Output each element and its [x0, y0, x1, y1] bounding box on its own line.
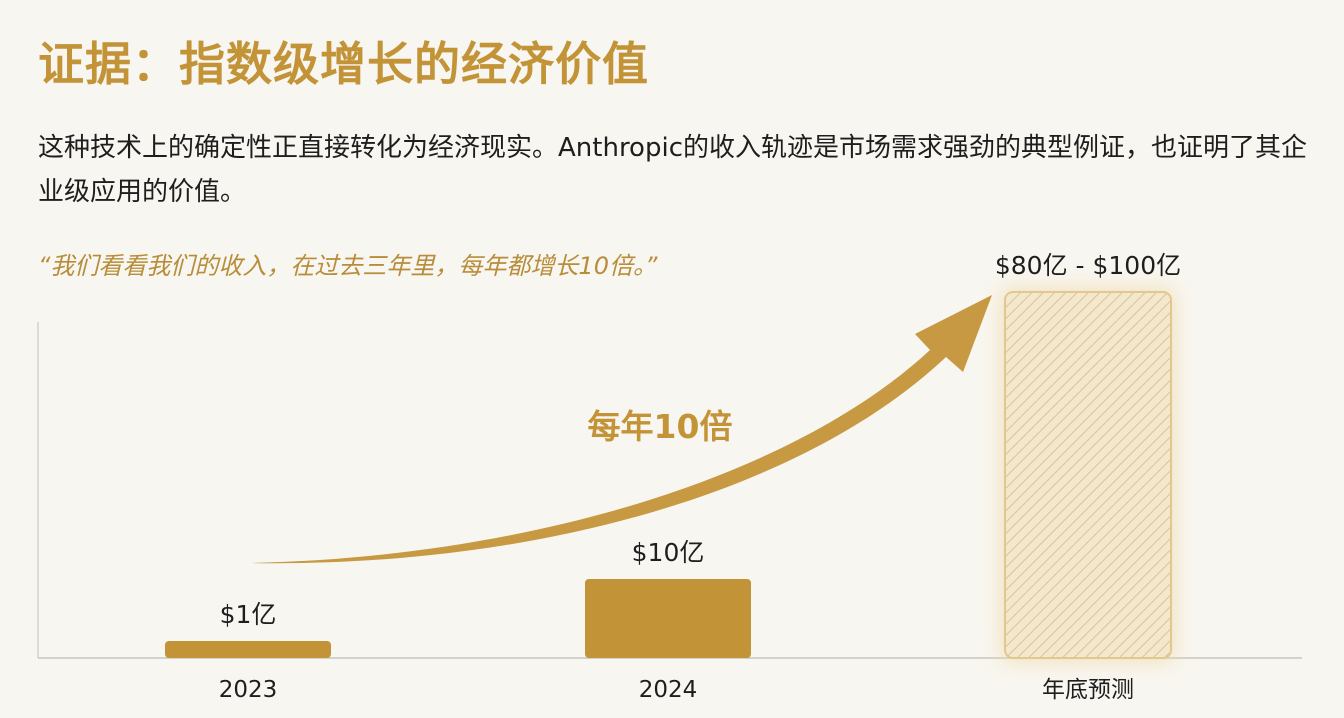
bar-2024	[585, 579, 751, 658]
x-tick-label: 2023	[219, 677, 278, 703]
body-paragraph: 这种技术上的确定性正直接转化为经济现实。Anthropic的收入轨迹是市场需求强…	[38, 133, 1307, 207]
quote-text: “我们看看我们的收入，在过去三年里，每年都增长10倍。”	[38, 252, 658, 280]
x-tick-label: 2024	[639, 677, 698, 703]
growth-arrow	[248, 295, 992, 564]
x-tick-label: 年底预测	[1042, 677, 1134, 703]
data-label: $10亿	[632, 538, 705, 567]
growth-annotation: 每年10倍	[588, 407, 733, 446]
page-title: 证据：指数级增长的经济价值	[38, 37, 649, 91]
data-label: $1亿	[220, 600, 277, 629]
bar-2023	[165, 641, 331, 658]
data-label: $80亿 - $100亿	[995, 251, 1181, 280]
bar-forecast	[1004, 291, 1172, 659]
